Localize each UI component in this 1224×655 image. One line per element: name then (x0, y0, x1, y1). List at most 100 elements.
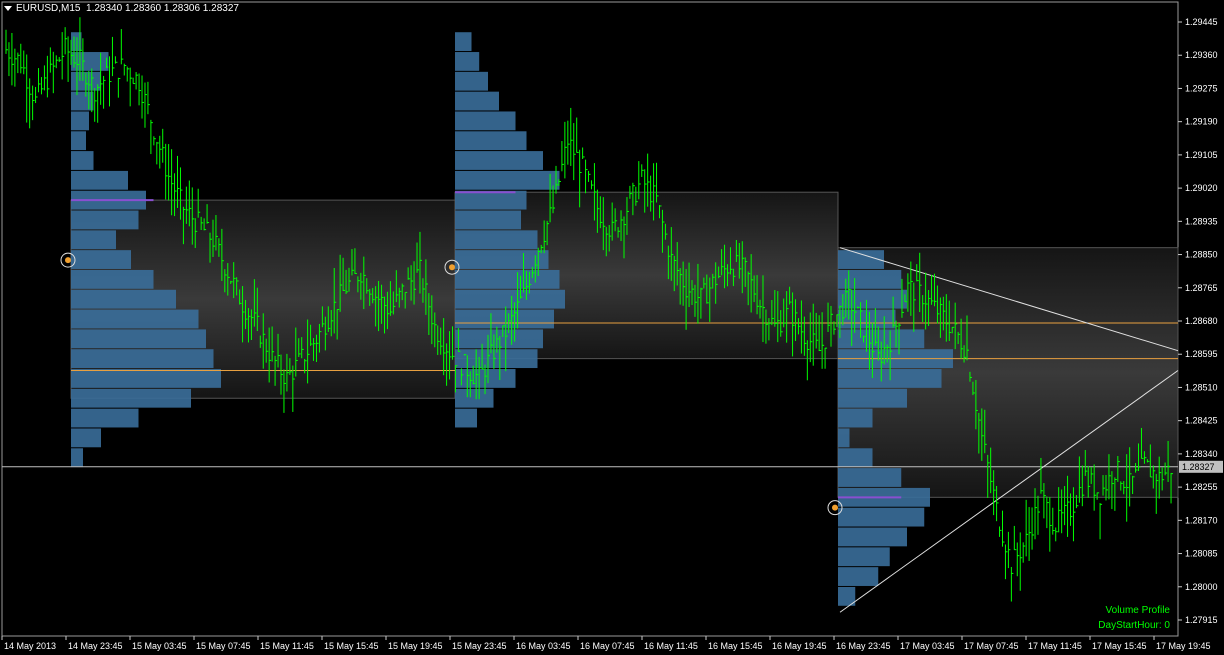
y-tick-label: 1.28850 (1185, 250, 1218, 260)
x-tick-label: 14 May 2013 (4, 641, 56, 651)
profile-bar (838, 329, 925, 349)
x-tick-label: 15 May 07:45 (196, 641, 251, 651)
y-tick-label: 1.29275 (1185, 83, 1218, 93)
profile-bar (455, 230, 538, 250)
profile-bar (71, 428, 101, 448)
profile-bar (71, 309, 199, 329)
profile-bar (455, 210, 521, 230)
profile-bar (455, 269, 560, 289)
profile-bar (71, 151, 94, 170)
profile-bar (71, 131, 86, 151)
y-tick-label: 1.28340 (1185, 449, 1218, 459)
profile-bar (71, 32, 82, 52)
profile-bar (838, 586, 856, 606)
y-tick-label: 1.28425 (1185, 416, 1218, 426)
x-tick-label: 17 May 11:45 (1028, 641, 1082, 651)
profile-bar (455, 388, 494, 408)
y-tick-label: 1.28680 (1185, 316, 1218, 326)
profile-bar (455, 111, 516, 131)
ohlc-label: 1.28340 1.28360 1.28306 1.28327 (86, 3, 239, 14)
profile-bar (455, 71, 488, 91)
x-tick-label: 16 May 11:45 (644, 641, 698, 651)
current-price-label: 1.28327 (1182, 462, 1215, 472)
marker-ring (827, 500, 843, 516)
x-tick-label: 15 May 03:45 (132, 641, 187, 651)
x-tick-label: 17 May 07:45 (964, 641, 1019, 651)
session-marker-icon (827, 500, 843, 516)
y-tick-label: 1.28510 (1185, 382, 1218, 392)
profile-bar (71, 250, 131, 269)
profile-bar (838, 428, 850, 448)
profile-bar (838, 567, 879, 586)
profile-bar (71, 329, 206, 349)
y-tick-label: 1.28595 (1185, 349, 1218, 359)
trend-line-lower (839, 370, 1179, 613)
profile-bar (71, 448, 83, 468)
marker-ring (444, 259, 460, 275)
indicator-name: Volume Profile (1105, 605, 1170, 616)
y-tick-label: 1.28935 (1185, 216, 1218, 226)
current-price-box (1179, 460, 1223, 473)
session-marker-icon (60, 252, 76, 268)
profile-bar (455, 91, 499, 111)
x-tick-label: 16 May 07:45 (580, 641, 635, 651)
profile-bar (71, 170, 128, 190)
profile-bar (838, 507, 925, 527)
profile-bar (838, 547, 890, 567)
y-tick-label: 1.28765 (1185, 283, 1218, 293)
profile-bar (455, 52, 480, 71)
indicator-param: DayStartHour: 0 (1098, 620, 1170, 631)
profile-bar (838, 269, 902, 289)
profile-bar (71, 408, 139, 428)
y-tick-label: 1.29360 (1185, 50, 1218, 60)
y-tick-label: 1.29105 (1185, 150, 1218, 160)
x-tick-label: 15 May 11:45 (260, 641, 314, 651)
profile-bar (455, 170, 560, 190)
profile-bar (71, 289, 176, 309)
trend-line-upper (839, 247, 1179, 352)
profile-bar (838, 448, 873, 468)
x-tick-label: 16 May 23:45 (836, 641, 891, 651)
profile-bar (838, 527, 907, 547)
marker-dot (449, 264, 455, 271)
y-tick-label: 1.28000 (1185, 582, 1218, 592)
profile-bar (71, 269, 154, 289)
profile-bar (71, 111, 89, 131)
profile-bar (455, 190, 527, 210)
x-tick-label: 16 May 03:45 (516, 641, 571, 651)
profile-bar (455, 250, 549, 269)
profile-bar (71, 230, 116, 250)
profile-bar (455, 329, 543, 349)
session-marker-icon (444, 259, 460, 275)
x-tick-label: 17 May 19:45 (1156, 641, 1211, 651)
profile-bar (455, 309, 554, 329)
y-tick-label: 1.28255 (1185, 482, 1218, 492)
x-tick-label: 17 May 03:45 (900, 641, 955, 651)
y-tick-label: 1.29445 (1185, 17, 1218, 27)
profile-bar (71, 91, 94, 111)
y-tick-label: 1.28085 (1185, 549, 1218, 559)
profile-bar (838, 388, 907, 408)
profile-bar (455, 151, 543, 170)
x-tick-label: 15 May 15:45 (324, 641, 379, 651)
x-tick-label: 15 May 23:45 (452, 641, 507, 651)
profile-bar (455, 349, 538, 369)
x-tick-label: 14 May 23:45 (68, 641, 123, 651)
y-tick-label: 1.27915 (1185, 615, 1218, 625)
x-tick-label: 17 May 15:45 (1092, 641, 1147, 651)
marker-dot (65, 257, 71, 264)
profile-bar (455, 289, 565, 309)
x-tick-label: 15 May 19:45 (388, 641, 443, 651)
y-tick-label: 1.29190 (1185, 117, 1218, 127)
dropdown-triangle-icon[interactable] (4, 5, 12, 11)
profile-bar (455, 131, 527, 151)
profile-bar (71, 388, 191, 408)
profile-bar (838, 289, 907, 309)
profile-bar (838, 250, 884, 269)
profile-bar (71, 210, 139, 230)
marker-ring (60, 252, 76, 268)
profile-bar (455, 408, 477, 428)
x-tick-label: 16 May 15:45 (708, 641, 763, 651)
marker-dot (832, 504, 838, 511)
